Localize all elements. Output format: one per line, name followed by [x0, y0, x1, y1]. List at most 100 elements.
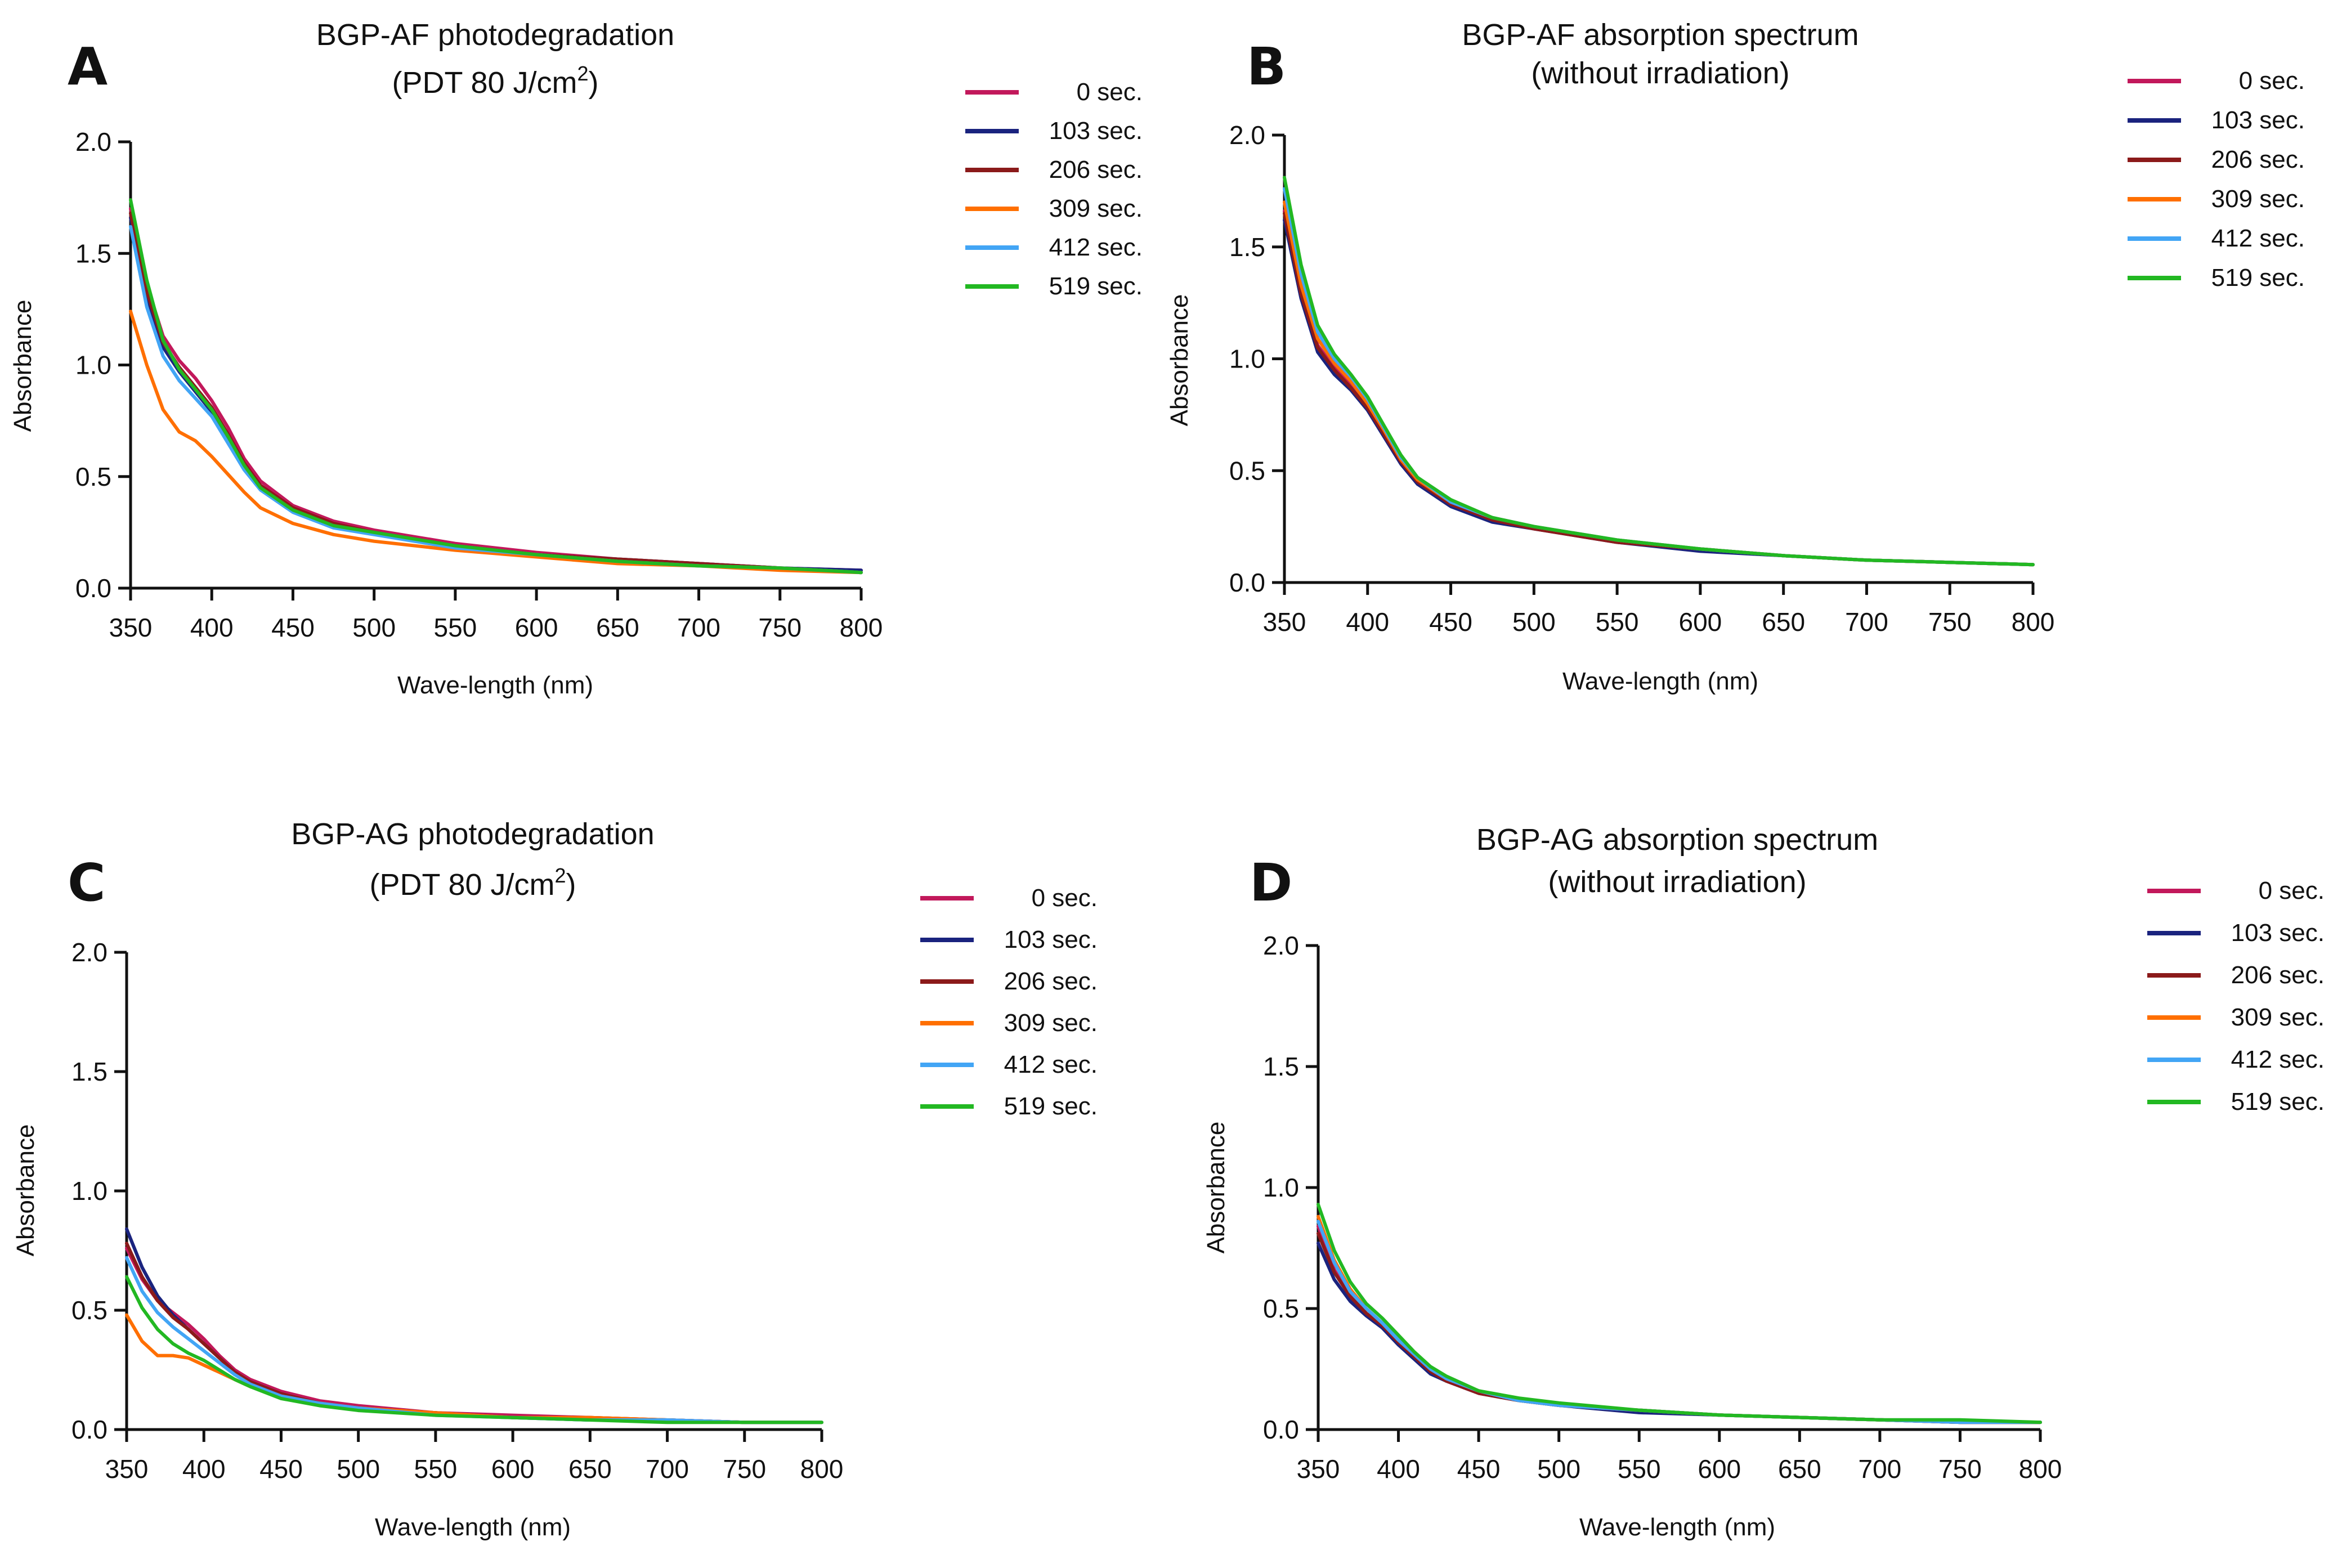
legend-label: 519 sec. [1004, 1092, 1098, 1120]
x-tick-label: 800 [800, 1454, 844, 1484]
legend-label: 309 sec. [2211, 185, 2305, 213]
chart-panel-d: D BGP-AG absorption spectrum (without irra… [1202, 823, 2325, 1541]
legend-label: 519 sec. [1049, 272, 1143, 300]
x-tick-label: 400 [1346, 607, 1389, 637]
legend: 0 sec. 103 sec. 206 sec. 309 sec. 412 sec. 51… [2147, 877, 2325, 1115]
series-line-206-sec [129, 211, 863, 575]
series-line-206-sec [1283, 212, 2035, 567]
subtitle-text: (without irradiation) [1548, 865, 1806, 899]
x-axis-label: Wave-length (nm) [1579, 1513, 1775, 1541]
legend: 0 sec. 103 sec. 206 sec. 309 sec. 412 sec. 51… [920, 884, 1098, 1120]
subtitle-end: ) [589, 66, 599, 100]
chart-subtitle: (without irradiation) [1531, 56, 1789, 90]
chart-subtitle: (PDT 80 J/cm2) [392, 62, 598, 100]
series-line-519-sec [129, 198, 863, 575]
legend-label: 103 sec. [1049, 117, 1143, 145]
x-tick-label: 700 [677, 613, 720, 642]
x-tick-label: 550 [1596, 607, 1639, 637]
legend-label: 0 sec. [1032, 884, 1098, 912]
y-tick-label: 1.5 [75, 239, 111, 268]
subtitle-text: (PDT 80 J/cm [392, 66, 577, 100]
series-line-309-sec [129, 310, 863, 575]
chart-subtitle: (PDT 80 J/cm2) [369, 864, 576, 902]
subtitle-end: ) [566, 868, 576, 902]
subtitle-superscript: 2 [555, 864, 566, 887]
x-tick-label: 750 [723, 1454, 766, 1484]
legend: 0 sec. 103 sec. 206 sec. 309 sec. 412 sec. 51… [965, 78, 1143, 300]
x-tick-label: 600 [1698, 1454, 1741, 1484]
series-line-412-sec [125, 1256, 823, 1424]
chart-panel-a: A BGP-AF photodegradation (PDT 80 J/cm2) 0.… [9, 18, 1143, 699]
y-tick-label: 1.5 [1263, 1052, 1299, 1081]
x-tick-label: 750 [1928, 607, 1972, 637]
y-tick-label: 1.0 [1229, 344, 1265, 374]
x-tick-label: 800 [2019, 1454, 2062, 1484]
x-tick-label: 650 [568, 1454, 612, 1484]
series-line-0-sec [1283, 209, 2035, 567]
legend-label: 206 sec. [1004, 967, 1098, 995]
x-tick-label: 800 [2012, 607, 2055, 637]
x-tick-label: 450 [1457, 1454, 1501, 1484]
chart-title: BGP-AF photodegradation [316, 18, 674, 52]
legend-label: 412 sec. [1049, 234, 1143, 261]
y-tick-label: 2.0 [1229, 120, 1265, 150]
x-tick-label: 600 [515, 613, 558, 642]
chart-panel-b: B BGP-AF absorption spectrum (without irra… [1166, 18, 2305, 695]
x-axis-label: Wave-length (nm) [1562, 667, 1758, 695]
panel-letter: B [1247, 37, 1286, 97]
y-tick-label: 2.0 [1263, 931, 1299, 960]
panel-letter: C [68, 853, 106, 913]
y-tick-label: 0.0 [1263, 1415, 1299, 1444]
subtitle-text: (PDT 80 J/cm [369, 868, 554, 902]
legend-label: 206 sec. [2231, 961, 2325, 989]
x-tick-label: 400 [182, 1454, 226, 1484]
y-tick-label: 2.0 [71, 938, 108, 967]
legend-label: 519 sec. [2211, 264, 2305, 292]
x-tick-label: 650 [1778, 1454, 1821, 1484]
series-line-412-sec [1316, 1220, 2042, 1424]
y-tick-label: 1.0 [71, 1176, 108, 1206]
subtitle-text: (without irradiation) [1531, 56, 1789, 90]
x-tick-label: 350 [1297, 1454, 1340, 1484]
y-tick-label: 0.0 [75, 574, 111, 603]
x-tick-label: 450 [259, 1454, 303, 1484]
y-tick-label: 0.5 [71, 1296, 108, 1325]
x-tick-label: 800 [840, 613, 883, 642]
legend-label: 412 sec. [2211, 225, 2305, 252]
x-tick-label: 750 [758, 613, 801, 642]
x-tick-label: 600 [491, 1454, 535, 1484]
chart-subtitle: (without irradiation) [1548, 865, 1806, 899]
legend-label: 412 sec. [1004, 1051, 1098, 1078]
x-tick-label: 450 [1429, 607, 1472, 637]
x-tick-label: 500 [337, 1454, 380, 1484]
y-axis-label: Absorbance [1166, 294, 1193, 427]
series-line-103-sec [129, 216, 863, 572]
legend-label: 103 sec. [2231, 919, 2325, 947]
legend-label: 0 sec. [1077, 78, 1143, 106]
y-tick-label: 0.0 [1229, 568, 1265, 597]
legend-label: 412 sec. [2231, 1046, 2325, 1073]
y-tick-label: 0.0 [71, 1415, 108, 1444]
y-tick-label: 1.5 [1229, 232, 1265, 262]
y-tick-label: 1.5 [71, 1057, 108, 1086]
y-tick-label: 1.0 [1263, 1173, 1299, 1202]
series-line-412-sec [129, 225, 863, 575]
series-line-103-sec [1316, 1241, 2042, 1424]
x-tick-label: 700 [646, 1454, 689, 1484]
legend-label: 519 sec. [2231, 1088, 2325, 1115]
series-line-0-sec [129, 207, 863, 572]
x-axis-label: Wave-length (nm) [375, 1513, 571, 1541]
chart-panel-c: C BGP-AG photodegradation (PDT 80 J/cm2) 0.… [12, 817, 1098, 1541]
y-axis-label: Absorbance [12, 1125, 39, 1257]
y-tick-label: 0.5 [1229, 456, 1265, 485]
series-line-519-sec [125, 1275, 823, 1424]
x-tick-label: 500 [1512, 607, 1556, 637]
series-line-103-sec [125, 1227, 823, 1424]
x-tick-label: 700 [1859, 1454, 1902, 1484]
y-tick-label: 0.5 [75, 462, 111, 491]
y-tick-label: 0.5 [1263, 1294, 1299, 1323]
x-axis-label: Wave-length (nm) [397, 671, 593, 699]
legend-label: 103 sec. [1004, 926, 1098, 953]
y-axis-label: Absorbance [9, 300, 37, 432]
